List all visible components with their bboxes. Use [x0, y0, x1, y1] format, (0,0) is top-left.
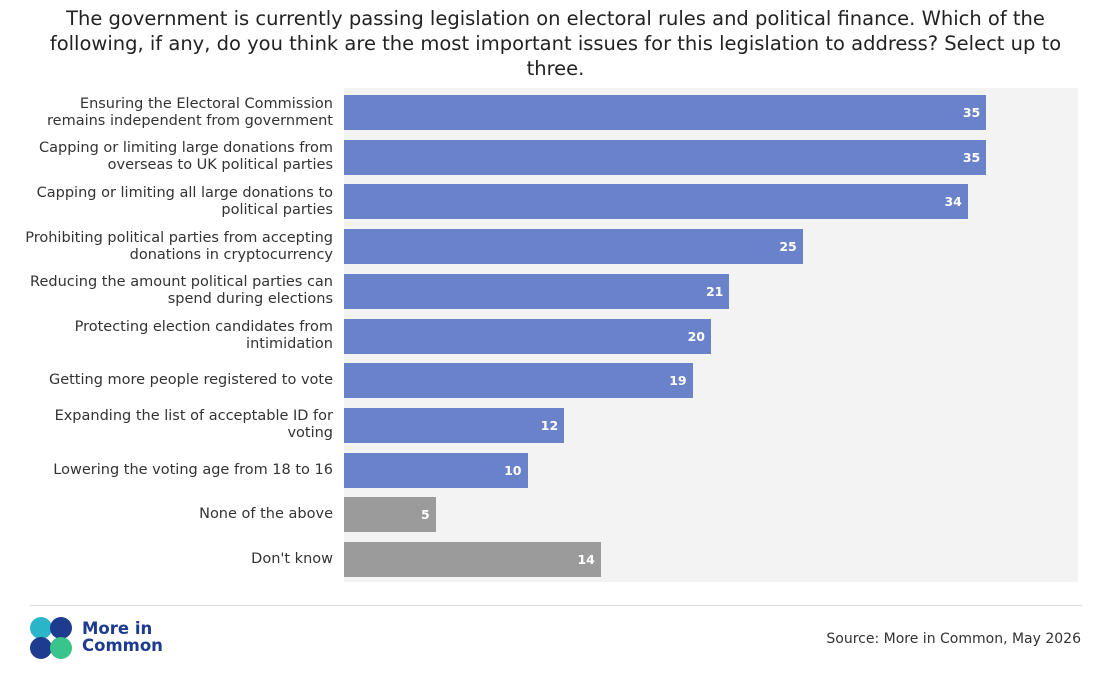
brand-name: More in Common	[82, 619, 163, 655]
category-label: Protecting election candidates from inti…	[74, 319, 333, 352]
category-label: Getting more people registered to vote	[48, 372, 333, 389]
bar	[344, 452, 528, 488]
category-label: Don't know	[251, 551, 333, 567]
category-label: Reducing the amount political parties ca…	[30, 274, 333, 308]
bar	[344, 363, 693, 399]
value-label: 35	[962, 149, 981, 165]
bar	[344, 542, 601, 577]
bar	[344, 497, 436, 533]
value-label: 35	[962, 105, 981, 120]
category-label: Prohibiting political parties from accep…	[25, 229, 333, 263]
category-label: Lowering the voting age from 18 to 16	[53, 461, 333, 478]
bar	[344, 184, 968, 220]
value-label: 10	[504, 462, 522, 478]
value-label: 34	[944, 194, 962, 210]
value-label: 5	[421, 507, 430, 523]
value-label: 14	[577, 552, 595, 567]
logo-icon	[30, 617, 72, 659]
value-label: 20	[687, 328, 705, 344]
category-label: None of the above	[199, 506, 333, 523]
bar	[344, 407, 565, 443]
source-note: Source: More in Common, May 2026	[826, 631, 1081, 647]
bar	[344, 139, 987, 175]
bar	[344, 318, 711, 354]
category-label: Expanding the list of acceptable ID for …	[54, 408, 333, 442]
value-label: 21	[705, 283, 724, 299]
value-label: 25	[779, 239, 797, 255]
footer-rule	[30, 605, 1082, 606]
bar	[344, 95, 987, 130]
value-label: 12	[540, 417, 559, 433]
bar	[344, 229, 803, 265]
category-label: Capping or limiting all large donations …	[36, 184, 333, 218]
chart-subtitle: The government is currently passing legi…	[49, 7, 1062, 80]
value-label: 19	[669, 373, 687, 389]
bar	[344, 273, 730, 309]
category-label: Capping or limiting large donations from…	[38, 140, 333, 174]
category-label: Ensuring the Electoral Commission remain…	[47, 95, 333, 129]
